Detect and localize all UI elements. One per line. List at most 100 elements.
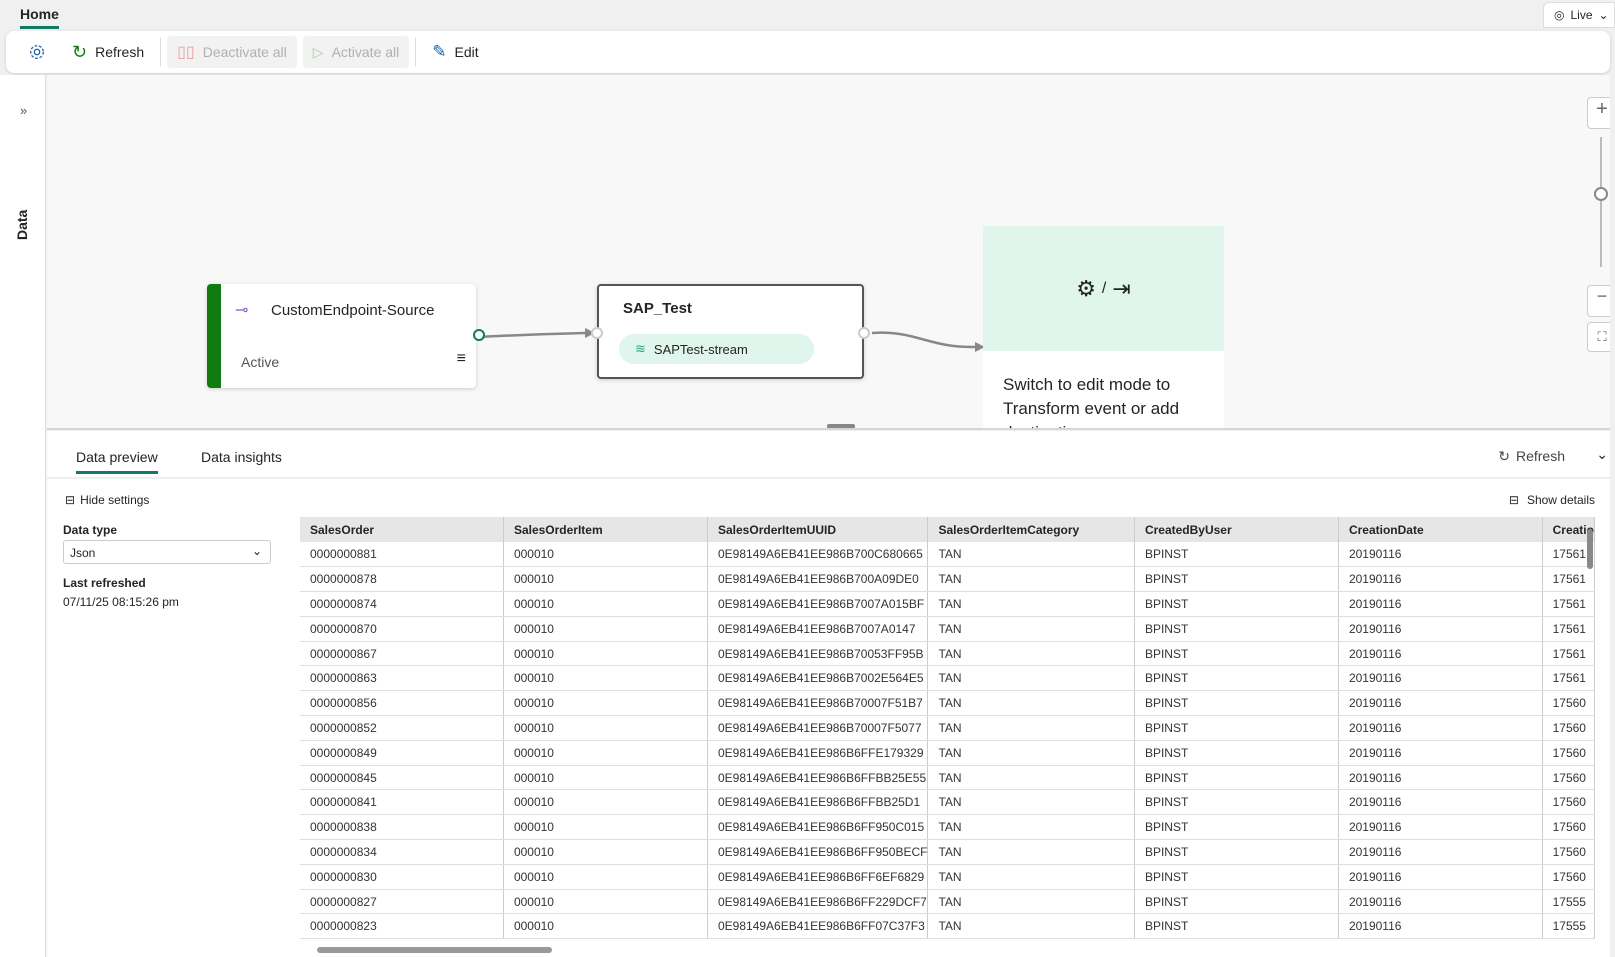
- table-row: 0000000834 000010 0E98149A6EB41EE986B6FF95…: [300, 839, 1595, 865]
- table-cell: 17561: [1542, 566, 1595, 593]
- panel-resize-handle[interactable]: [827, 424, 855, 428]
- column-header[interactable]: SalesOrderItem: [503, 517, 709, 542]
- column-header[interactable]: SalesOrderItemUUID: [707, 517, 929, 542]
- stream-chip[interactable]: ≋ SAPTest-stream: [619, 334, 814, 364]
- destination-icons: ⚙ / ⇥: [983, 226, 1224, 351]
- tab-home[interactable]: Home: [20, 6, 59, 29]
- fit-view-button[interactable]: ⛶: [1587, 322, 1610, 352]
- live-view-toggle[interactable]: ◎ Live ⌄: [1543, 2, 1615, 28]
- table-cell: 17560: [1542, 864, 1595, 890]
- table-cell: 17560: [1542, 814, 1595, 841]
- edit-button[interactable]: ✎ Edit: [422, 36, 488, 68]
- toolbar: ↻ Refresh ▯▯ Deactivate all ▷ Activate all …: [6, 31, 1610, 73]
- pause-icon: ▯▯: [177, 44, 195, 61]
- column-header[interactable]: SalesOrder: [300, 517, 504, 542]
- deactivate-all-label: Deactivate all: [202, 44, 287, 60]
- connector-lines: [476, 328, 985, 352]
- table-cell: TAN: [927, 913, 1135, 940]
- zoom-slider-track[interactable]: [1600, 137, 1602, 267]
- table-cell: BPINST: [1134, 715, 1339, 741]
- input-port[interactable]: [591, 327, 603, 339]
- data-type-label: Data type: [63, 523, 118, 537]
- table-cell: 0000000841: [300, 789, 504, 816]
- table-cell: 17560: [1542, 690, 1595, 717]
- collapse-chevron-icon[interactable]: ⌄: [1596, 446, 1608, 462]
- data-preview-panel: Data preview Data insights ↻ Refresh ⌄ ⊟ H…: [47, 431, 1610, 957]
- table-cell: 000010: [503, 864, 709, 890]
- horizontal-scrollbar[interactable]: [317, 947, 552, 953]
- activate-all-button[interactable]: ▷ Activate all: [302, 36, 410, 68]
- eventstream-node[interactable]: SAP_Test ≋ SAPTest-stream: [591, 284, 870, 379]
- table-cell: BPINST: [1134, 814, 1339, 841]
- expand-chevron-icon[interactable]: »: [20, 103, 28, 118]
- table-cell: 000010: [503, 889, 709, 915]
- column-header[interactable]: CreatedByUser: [1134, 517, 1339, 542]
- table-cell: 0000000827: [300, 889, 504, 915]
- table-row: 0000000841 000010 0E98149A6EB41EE986B6FFBB…: [300, 789, 1595, 816]
- zoom-slider-thumb[interactable]: [1594, 187, 1608, 201]
- custom-endpoint-icon: ⊸: [235, 302, 249, 319]
- table-cell: BPINST: [1134, 889, 1339, 915]
- transform-gear-icon: ⚙: [1076, 275, 1096, 301]
- refresh-button[interactable]: ↻ Refresh: [62, 36, 154, 68]
- output-port[interactable]: [473, 329, 485, 341]
- data-table-container: SalesOrder SalesOrderItem SalesOrderItemUU…: [300, 517, 1595, 943]
- deactivate-all-button[interactable]: ▯▯ Deactivate all: [167, 36, 297, 68]
- gear-icon: [30, 45, 44, 59]
- tab-data-insights[interactable]: Data insights: [201, 449, 282, 465]
- show-details-label: Show details: [1526, 493, 1595, 507]
- data-rail-label[interactable]: Data: [14, 209, 30, 240]
- table-cell: 0000000852: [300, 715, 504, 741]
- data-type-dropdown[interactable]: Json ⌄: [63, 540, 271, 564]
- table-cell: BPINST: [1134, 591, 1339, 617]
- zoom-out-button[interactable]: −: [1587, 285, 1610, 317]
- table-cell: TAN: [927, 641, 1135, 667]
- table-row: 0000000838 000010 0E98149A6EB41EE986B6FF95…: [300, 814, 1595, 841]
- table-cell: 20190116: [1338, 591, 1543, 617]
- table-cell: 17561: [1542, 616, 1595, 642]
- column-header[interactable]: CreationDate: [1338, 517, 1543, 542]
- table-cell: BPINST: [1134, 690, 1339, 717]
- menu-lines-icon[interactable]: ≡: [456, 350, 466, 367]
- table-cell: 000010: [503, 641, 709, 667]
- tab-data-preview[interactable]: Data preview: [76, 449, 158, 474]
- table-cell: BPINST: [1134, 616, 1339, 642]
- table-cell: TAN: [927, 665, 1135, 692]
- preview-tabs: Data preview Data insights ↻ Refresh ⌄: [47, 431, 1610, 479]
- destination-placeholder[interactable]: ⚙ / ⇥ Switch to edit mode to Transform eve…: [983, 226, 1224, 428]
- table-cell: 000010: [503, 566, 709, 593]
- table-cell: 17561: [1542, 641, 1595, 667]
- settings-button[interactable]: [18, 36, 56, 68]
- table-cell: 0E98149A6EB41EE986B6FFBB25D1: [707, 789, 929, 816]
- output-port[interactable]: [858, 327, 870, 339]
- table-cell: 20190116: [1338, 814, 1543, 841]
- table-cell: 0E98149A6EB41EE986B7002E564E5: [707, 665, 929, 692]
- table-cell: TAN: [927, 814, 1135, 841]
- source-node[interactable]: ⊸ CustomEndpoint-Source Active ≡: [207, 284, 485, 388]
- table-cell: 17560: [1542, 715, 1595, 741]
- table-cell: 20190116: [1338, 789, 1543, 816]
- table-cell: BPINST: [1134, 740, 1339, 766]
- divider: [415, 38, 417, 66]
- table-cell: 000010: [503, 789, 709, 816]
- zoom-in-button[interactable]: +: [1587, 97, 1610, 129]
- table-cell: 0000000878: [300, 566, 504, 593]
- table-cell: 000010: [503, 839, 709, 865]
- column-header[interactable]: Creatio: [1542, 517, 1595, 542]
- preview-refresh-label: Refresh: [1515, 448, 1565, 464]
- show-details-button[interactable]: ⊟ Show details: [1509, 493, 1595, 507]
- activate-all-label: Activate all: [331, 44, 400, 60]
- pencil-icon: ✎: [432, 42, 447, 61]
- table-cell: 0000000870: [300, 616, 504, 642]
- vertical-scrollbar[interactable]: [1587, 529, 1593, 569]
- divider: [160, 38, 162, 66]
- play-icon: ▷: [312, 43, 324, 60]
- table-cell: 0E98149A6EB41EE986B6FF07C37F3: [707, 913, 929, 940]
- refresh-label: Refresh: [95, 44, 145, 60]
- hide-settings-button[interactable]: ⊟ Hide settings: [65, 493, 149, 507]
- eventstream-title: SAP_Test: [623, 300, 692, 317]
- table-cell: BPINST: [1134, 864, 1339, 890]
- column-header[interactable]: SalesOrderItemCategory: [927, 517, 1135, 542]
- preview-refresh-button[interactable]: ↻ Refresh: [1498, 448, 1565, 465]
- eye-icon: ◎: [1554, 8, 1565, 22]
